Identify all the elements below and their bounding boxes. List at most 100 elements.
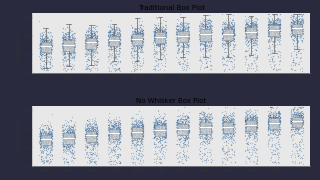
Point [201,42,206,45]
Point [248,31,253,34]
Point [158,40,163,43]
Point [88,132,93,135]
Point [292,115,297,118]
Point [106,31,111,34]
Point [161,46,166,49]
Point [67,131,72,134]
Point [156,129,161,131]
Point [115,67,120,70]
Point [156,44,161,46]
Point [94,128,99,130]
Point [67,126,72,129]
Point [201,153,206,156]
Point [247,124,252,127]
Bar [246,120,256,131]
Point [298,115,303,118]
Point [247,51,252,54]
Point [115,42,120,45]
Point [223,29,228,32]
Point [69,151,74,154]
Point [269,122,274,125]
Point [248,132,253,135]
Point [291,21,296,23]
Point [111,35,116,37]
Point [163,20,168,23]
Point [185,131,190,134]
Point [110,32,116,35]
Point [47,31,52,33]
Point [163,36,168,39]
Point [229,60,234,63]
Point [62,35,68,38]
Point [298,34,303,37]
Point [134,28,139,31]
Point [60,45,65,48]
Point [220,110,225,113]
Point [268,126,273,129]
Point [155,109,160,112]
Point [273,115,278,118]
Point [199,140,204,143]
Point [128,128,133,130]
Point [110,133,115,136]
Point [163,24,168,26]
Point [114,39,119,42]
Point [180,124,185,127]
Point [230,117,235,120]
Point [155,128,160,131]
Point [155,40,160,43]
Point [39,134,44,137]
Point [155,39,160,42]
Point [298,22,303,25]
Point [225,121,230,124]
Point [246,149,251,152]
Point [230,37,235,39]
Point [222,125,227,128]
Point [252,29,257,32]
Point [220,127,226,130]
Point [203,31,208,33]
Point [252,41,257,44]
Point [37,44,43,46]
Point [269,29,275,32]
Point [133,126,138,129]
Point [199,118,204,121]
Point [269,25,274,28]
Point [160,64,165,66]
Point [135,28,140,30]
Point [41,59,46,62]
Point [39,150,44,153]
Point [92,145,97,148]
Point [244,41,250,44]
Point [48,128,53,130]
Point [250,120,255,123]
Point [228,41,233,44]
Point [293,32,298,35]
Point [140,124,146,127]
Point [246,124,251,127]
Point [130,141,135,144]
Point [230,33,236,36]
Point [186,29,191,32]
Point [222,29,227,32]
Point [251,133,256,136]
Point [246,136,252,139]
Point [299,48,304,51]
Point [154,34,159,37]
Point [154,125,159,128]
Point [202,127,207,130]
Point [113,126,118,129]
Point [249,131,254,134]
Point [109,140,115,143]
Point [175,124,180,127]
Point [160,151,165,154]
Point [66,45,71,48]
Point [163,37,168,40]
Point [159,122,164,125]
Point [163,125,168,128]
Point [131,37,136,40]
Point [300,135,305,138]
Point [162,155,167,158]
Point [207,57,212,60]
Point [106,69,111,72]
